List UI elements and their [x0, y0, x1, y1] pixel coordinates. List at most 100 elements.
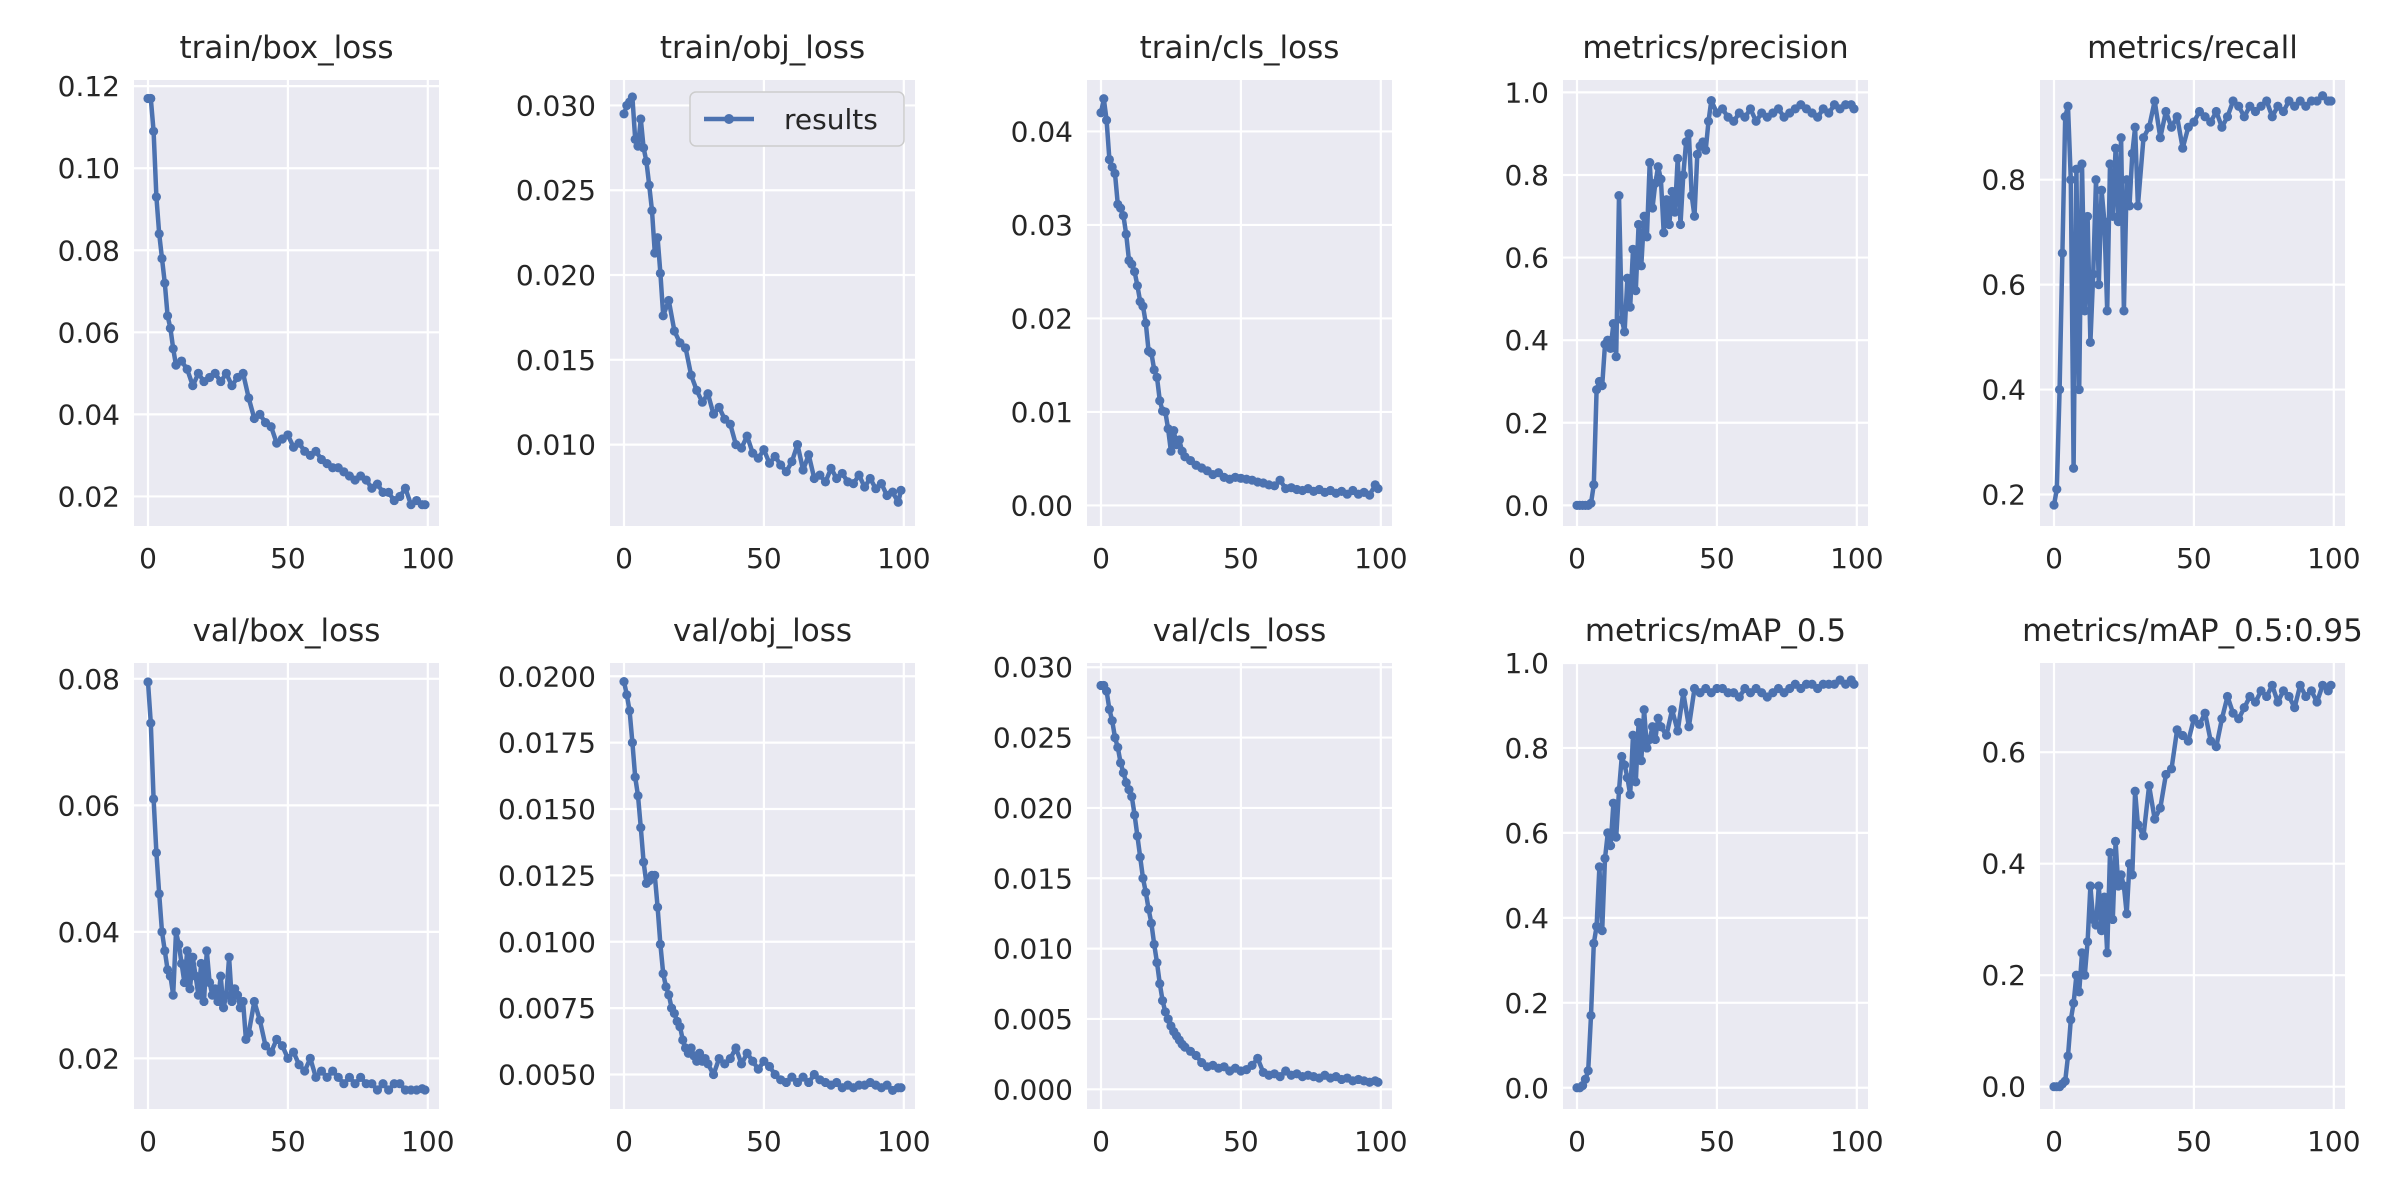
data-point	[2206, 736, 2216, 746]
y-tick-label: 0.020	[993, 792, 1073, 825]
plot-area	[1563, 80, 1868, 526]
data-point	[2326, 96, 2336, 106]
panel-metrics-map-0-5-0-95: metrics/mAP_0.5:0.95 0 50 100 0.0 0.2 0.4 0.6	[1981, 613, 2362, 1158]
data-point	[638, 143, 649, 153]
data-point	[1636, 261, 1646, 271]
data-point	[2267, 112, 2277, 122]
data-point	[2122, 175, 2132, 185]
data-point	[196, 958, 206, 969]
data-point	[2102, 948, 2112, 958]
data-point	[1603, 828, 1613, 838]
data-point	[1373, 1077, 1383, 1087]
data-point	[2127, 870, 2137, 880]
data-point	[316, 1066, 327, 1076]
data-point	[174, 939, 184, 950]
data-point	[1628, 730, 1638, 740]
data-point	[1589, 938, 1599, 948]
data-point	[244, 393, 254, 403]
data-point	[154, 889, 164, 899]
data-point	[2228, 708, 2238, 718]
panel-val-cls-loss: val/cls_loss 0 50 100 0.000 0.005 0.010 0.015 0.…	[993, 613, 1408, 1158]
data-point	[1099, 94, 1109, 104]
data-point	[1659, 228, 1669, 238]
data-point	[1141, 318, 1151, 328]
y-tick-label: 0.12	[58, 70, 120, 103]
data-point	[2124, 859, 2135, 869]
data-point	[154, 229, 164, 239]
data-point	[2082, 937, 2093, 947]
data-point	[804, 1077, 814, 1088]
data-point	[748, 1056, 758, 1066]
data-point	[1849, 679, 1859, 689]
y-tick-label: 0.030	[516, 89, 596, 122]
data-point	[2133, 201, 2143, 211]
data-point	[2150, 96, 2160, 106]
data-point	[1849, 104, 1859, 114]
data-point	[820, 477, 831, 487]
y-tick-label: 0.03	[1011, 209, 1073, 242]
data-point	[1155, 396, 1165, 406]
data-point	[1639, 705, 1649, 715]
data-point	[1152, 372, 1162, 382]
data-point	[1603, 335, 1613, 345]
data-point	[776, 460, 786, 470]
data-point	[896, 485, 906, 495]
y-tick-label: 0.010	[993, 933, 1073, 966]
data-point	[333, 1072, 343, 1082]
data-point	[328, 1066, 338, 1076]
data-point	[143, 677, 153, 687]
y-tick-label: 0.04	[58, 916, 120, 949]
data-point	[792, 440, 803, 450]
data-point	[1157, 996, 1168, 1006]
data-point	[1622, 273, 1632, 283]
panel-title: metrics/precision	[1582, 30, 1848, 66]
data-point	[199, 996, 209, 1007]
data-point	[1104, 704, 1114, 715]
data-point	[1703, 116, 1714, 126]
y-tick-label: 0.8	[1504, 732, 1549, 765]
data-point	[2080, 306, 2090, 316]
x-tick-label: 100	[1830, 1125, 1883, 1158]
y-tick-label: 0.2	[1981, 959, 2026, 992]
data-point	[2178, 143, 2188, 153]
data-point	[2217, 714, 2227, 724]
data-point	[798, 465, 808, 475]
data-point	[216, 971, 226, 981]
data-point	[1625, 790, 1635, 800]
data-point	[305, 1053, 315, 1063]
data-point	[2217, 122, 2227, 132]
panel-title: val/obj_loss	[673, 613, 852, 649]
y-tick-label: 0.020	[516, 259, 596, 292]
data-point	[1127, 792, 1137, 802]
panel-metrics-map-0-5: metrics/mAP_0.5 0 50 100 0.0 0.2 0.4 0.6 0.8 1.0	[1504, 613, 1883, 1158]
data-point	[2200, 708, 2210, 718]
data-point	[655, 268, 665, 278]
data-point	[854, 470, 864, 480]
panel-title: metrics/mAP_0.5	[1585, 613, 1846, 649]
data-point	[2074, 987, 2084, 997]
data-point	[1656, 174, 1666, 184]
data-point	[1115, 758, 1126, 768]
data-point	[1698, 137, 1708, 147]
data-point	[160, 278, 170, 288]
x-tick-label: 0	[2045, 542, 2063, 575]
legend: results	[689, 91, 905, 147]
data-point	[216, 376, 226, 387]
data-point	[2312, 697, 2322, 707]
y-tick-label: 1.0	[1504, 647, 1549, 680]
data-point	[213, 996, 223, 1007]
data-point	[764, 458, 775, 468]
data-point	[826, 463, 836, 473]
data-point	[1617, 314, 1627, 325]
data-point	[367, 1079, 377, 1089]
data-point	[652, 902, 663, 912]
data-point	[2060, 1076, 2070, 1086]
data-point	[2085, 337, 2095, 347]
data-point	[2239, 703, 2249, 713]
data-point	[2194, 719, 2205, 729]
data-point	[2110, 143, 2121, 153]
data-point	[2085, 881, 2095, 891]
data-point	[1115, 203, 1126, 213]
data-point	[1275, 1072, 1285, 1082]
